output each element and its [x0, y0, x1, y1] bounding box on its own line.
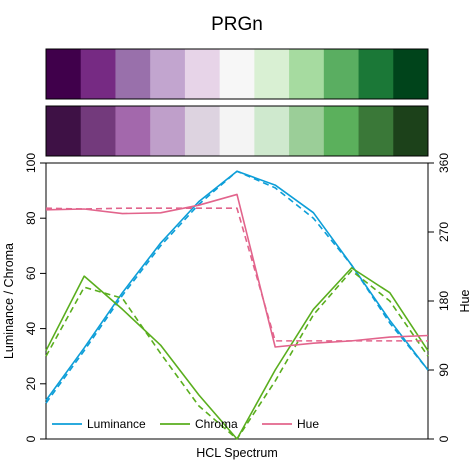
- swatch: [393, 49, 429, 99]
- y-right-tick-label: 0: [437, 435, 451, 442]
- y-axis-left-title: Luminance / Chroma: [2, 243, 16, 359]
- swatch: [184, 106, 221, 156]
- y-left-tick-label: 20: [24, 377, 38, 391]
- swatch: [219, 106, 255, 156]
- legend-label: Hue: [297, 417, 319, 431]
- y-left-tick-label: 80: [24, 211, 38, 225]
- plot-frame: [45, 162, 429, 440]
- swatch: [254, 106, 290, 156]
- axes: 0 20 40 60 80 100 0 90 180 270 360: [24, 153, 451, 443]
- palette-row-border: [45, 105, 429, 157]
- swatch: [254, 49, 290, 99]
- series-line-luminance: [45, 170, 429, 401]
- swatch: [46, 106, 82, 156]
- swatch: [289, 106, 325, 156]
- swatch: [150, 49, 186, 99]
- swatch: [150, 106, 186, 156]
- y-left-tick-label: 100: [24, 153, 38, 173]
- y-right-tick-label: 90: [437, 363, 451, 377]
- palette-row-2: [45, 105, 429, 157]
- swatch: [80, 49, 116, 99]
- swatch: [393, 106, 429, 156]
- swatch: [358, 106, 394, 156]
- series-line-dashed-left: [45, 269, 429, 440]
- swatch: [358, 49, 394, 99]
- series-line-dashed-left: [45, 170, 429, 404]
- legend-label: Luminance: [87, 417, 146, 431]
- y-right-tick-label: 270: [437, 222, 451, 242]
- palette-swatches: [45, 48, 429, 157]
- series-line-dashed-right: [45, 207, 428, 342]
- series-lines: [45, 170, 429, 440]
- swatch: [184, 49, 221, 99]
- x-axis-title: HCL Spectrum: [196, 446, 278, 460]
- swatch: [219, 49, 255, 99]
- chart-title: PRGn: [211, 14, 263, 35]
- y-axis-right-title: Hue: [458, 289, 472, 312]
- legend: Luminance Chroma Hue: [52, 417, 319, 431]
- swatch: [80, 106, 116, 156]
- swatch: [115, 49, 151, 99]
- palette-row-1: [45, 48, 429, 100]
- swatch: [323, 106, 359, 156]
- palette-row-border: [45, 48, 429, 100]
- swatch: [289, 49, 325, 99]
- legend-label: Chroma: [195, 417, 238, 431]
- y-right-tick-label: 360: [437, 153, 451, 173]
- swatch: [323, 49, 359, 99]
- y-left-tick-label: 0: [24, 435, 38, 442]
- swatch: [115, 106, 151, 156]
- y-right-tick-label: 180: [437, 291, 451, 311]
- swatch: [46, 49, 82, 99]
- y-left-tick-label: 60: [24, 266, 38, 280]
- series-line-hue: [45, 193, 429, 348]
- y-left-tick-label: 40: [24, 322, 38, 336]
